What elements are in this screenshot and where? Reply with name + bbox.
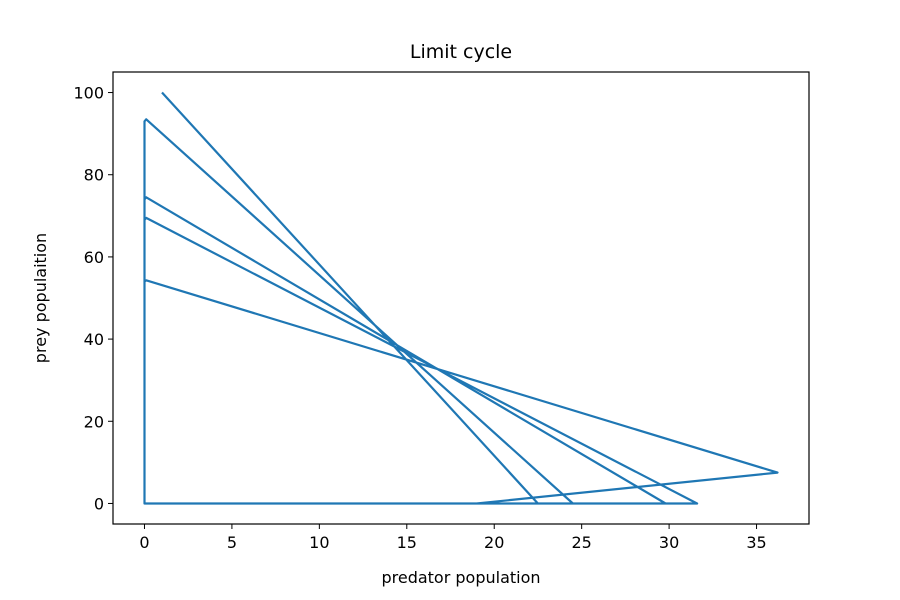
y-tick-label: 60 (84, 248, 104, 267)
x-tick-label: 25 (571, 533, 591, 552)
y-tick-label: 20 (84, 412, 104, 431)
y-tick-label: 0 (94, 494, 104, 513)
series-line (143, 91, 779, 505)
x-tick-label: 30 (659, 533, 679, 552)
x-tick-label: 35 (746, 533, 766, 552)
x-tick-label: 15 (397, 533, 417, 552)
x-tick-label: 0 (139, 533, 149, 552)
x-tick-label: 5 (227, 533, 237, 552)
y-axis-label: prey populaition (31, 233, 50, 363)
x-tick-label: 10 (309, 533, 329, 552)
x-axis-label: predator population (381, 568, 540, 587)
y-tick-label: 100 (73, 84, 104, 103)
plot-frame (112, 71, 810, 525)
x-tick-label: 20 (484, 533, 504, 552)
y-tick-label: 80 (84, 166, 104, 185)
y-tick-label: 40 (84, 330, 104, 349)
chart-title: Limit cycle (410, 41, 512, 63)
